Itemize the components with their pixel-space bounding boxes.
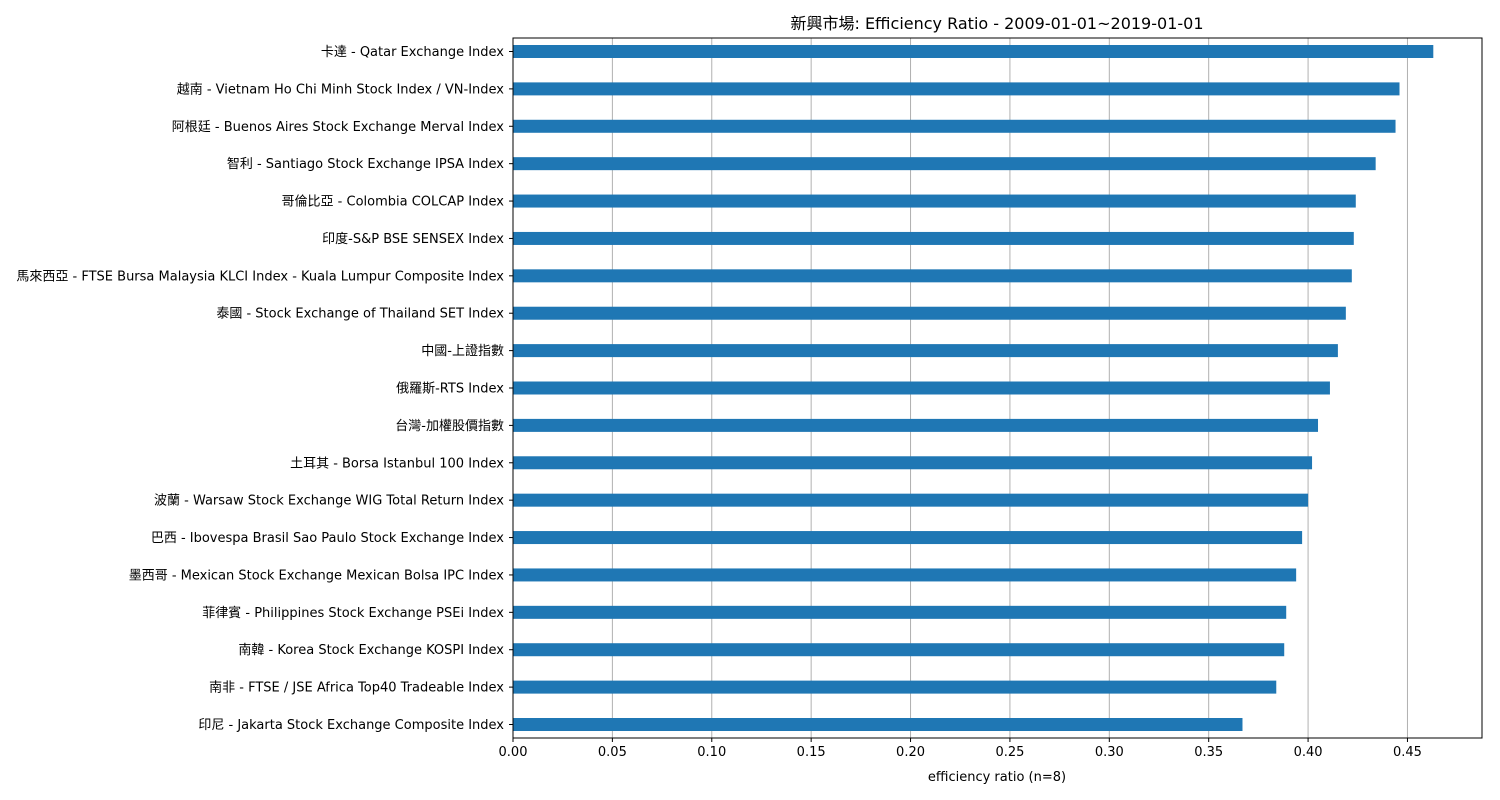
bar bbox=[513, 231, 1354, 245]
y-category-label: 波蘭 - Warsaw Stock Exchange WIG Total Ret… bbox=[154, 493, 504, 509]
x-tick-label: 0.25 bbox=[995, 745, 1024, 760]
bar bbox=[513, 381, 1330, 395]
y-category-label: 俄羅斯-RTS Index bbox=[396, 382, 504, 397]
bars bbox=[513, 45, 1434, 731]
y-category-label: 土耳其 - Borsa Istanbul 100 Index bbox=[290, 456, 504, 471]
y-axis-categories: 卡達 - Qatar Exchange Index 越南 - Vietnam Ho… bbox=[16, 45, 513, 733]
y-category-label: 阿根廷 - Buenos Aires Stock Exchange Merval… bbox=[172, 120, 504, 135]
y-category-label: 馬來西亞 - FTSE Bursa Malaysia KLCI Index - … bbox=[16, 269, 504, 284]
x-tick-label: 0.20 bbox=[896, 745, 925, 760]
y-category-label: 中國-上證指數 bbox=[421, 343, 504, 359]
y-category-label: 泰國 - Stock Exchange of Thailand SET Inde… bbox=[216, 307, 504, 322]
x-tick-label: 0.40 bbox=[1294, 745, 1323, 760]
y-category-label: 印尼 - Jakarta Stock Exchange Composite In… bbox=[198, 718, 504, 733]
x-axis-title: efficiency ratio (n=8) bbox=[928, 770, 1066, 785]
x-axis-ticks: 0.00 0.05 0.10 0.15 0.20 0.25 0.30 0.35 0.40 0.45 bbox=[499, 738, 1422, 760]
bar bbox=[513, 82, 1400, 96]
x-tick-label: 0.30 bbox=[1095, 745, 1124, 760]
x-tick-label: 0.00 bbox=[499, 745, 528, 760]
y-category-label: 台灣-加權股價指數 bbox=[395, 419, 504, 434]
bar bbox=[513, 119, 1396, 133]
bar bbox=[513, 45, 1434, 58]
y-category-label: 墨西哥 - Mexican Stock Exchange Mexican Bol… bbox=[129, 568, 505, 583]
bar bbox=[513, 493, 1309, 507]
x-tick-label: 0.05 bbox=[598, 745, 627, 760]
bar bbox=[513, 269, 1352, 283]
bar bbox=[513, 643, 1285, 657]
bar bbox=[513, 605, 1287, 619]
bar bbox=[513, 680, 1277, 694]
x-tick-label: 0.45 bbox=[1393, 745, 1422, 760]
bar bbox=[513, 718, 1243, 731]
bar bbox=[513, 418, 1319, 432]
bar bbox=[513, 157, 1376, 171]
y-category-label: 南韓 - Korea Stock Exchange KOSPI Index bbox=[238, 642, 504, 658]
y-category-label: 巴西 - Ibovespa Brasil Sao Paulo Stock Exc… bbox=[151, 531, 504, 546]
y-category-label: 菲律賓 - Philippines Stock Exchange PSEi In… bbox=[202, 605, 504, 621]
y-category-label: 越南 - Vietnam Ho Chi Minh Stock Index / V… bbox=[177, 81, 505, 97]
bar bbox=[513, 194, 1356, 208]
y-category-label: 南非 - FTSE / JSE Africa Top40 Tradeable I… bbox=[209, 680, 504, 696]
bar bbox=[513, 306, 1346, 320]
y-category-label: 印度-S&P BSE SENSEX Index bbox=[322, 231, 504, 247]
bar bbox=[513, 344, 1338, 358]
bar bbox=[513, 568, 1297, 582]
bar bbox=[513, 531, 1303, 545]
bar bbox=[513, 456, 1313, 470]
x-tick-label: 0.35 bbox=[1194, 745, 1223, 760]
chart-title: 新興市場: Efficiency Ratio - 2009-01-01~2019… bbox=[790, 14, 1203, 33]
y-category-label: 卡達 - Qatar Exchange Index bbox=[321, 45, 504, 60]
x-tick-label: 0.15 bbox=[797, 745, 826, 760]
y-category-label: 哥倫比亞 - Colombia COLCAP Index bbox=[282, 195, 505, 210]
y-category-label: 智利 - Santiago Stock Exchange IPSA Index bbox=[227, 157, 504, 172]
x-tick-label: 0.10 bbox=[697, 745, 726, 760]
